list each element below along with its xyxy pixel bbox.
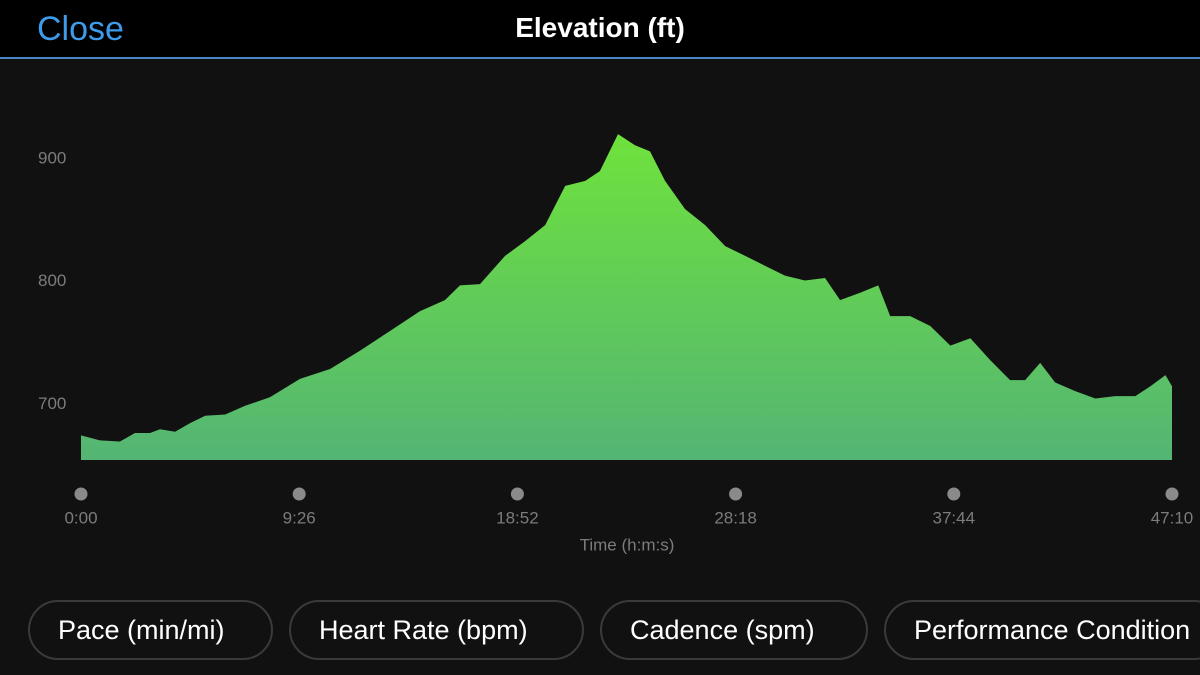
tab-button[interactable]: Cadence (spm) <box>600 600 868 660</box>
tab-button[interactable]: Performance Condition <box>884 600 1200 660</box>
y-tick-label: 900 <box>38 148 66 167</box>
x-tick-dot <box>947 487 961 501</box>
chart-title: Elevation (ft) <box>515 12 685 43</box>
x-tick-label: 9:26 <box>283 508 316 527</box>
header: Close Elevation (ft) <box>0 0 1200 59</box>
tab-button[interactable]: Heart Rate (bpm) <box>289 600 584 660</box>
tab-button[interactable]: Pace (min/mi) <box>28 600 273 660</box>
x-tick-dot <box>1165 487 1179 501</box>
x-tick-dot <box>74 487 88 501</box>
close-button[interactable]: Close <box>37 10 124 48</box>
x-tick-label: 47:10 <box>1151 508 1194 527</box>
x-tick-label: 28:18 <box>714 508 757 527</box>
x-tick-label: 0:00 <box>64 508 97 527</box>
x-tick-dot <box>729 487 743 501</box>
x-tick-label: 37:44 <box>933 508 976 527</box>
x-axis-label: Time (h:m:s) <box>580 535 675 554</box>
x-tick-label: 18:52 <box>496 508 539 527</box>
x-tick-dot <box>510 487 524 501</box>
y-tick-label: 800 <box>38 271 66 290</box>
y-tick-label: 700 <box>38 394 66 413</box>
x-tick-dot <box>292 487 306 501</box>
elevation-area <box>81 134 1172 460</box>
